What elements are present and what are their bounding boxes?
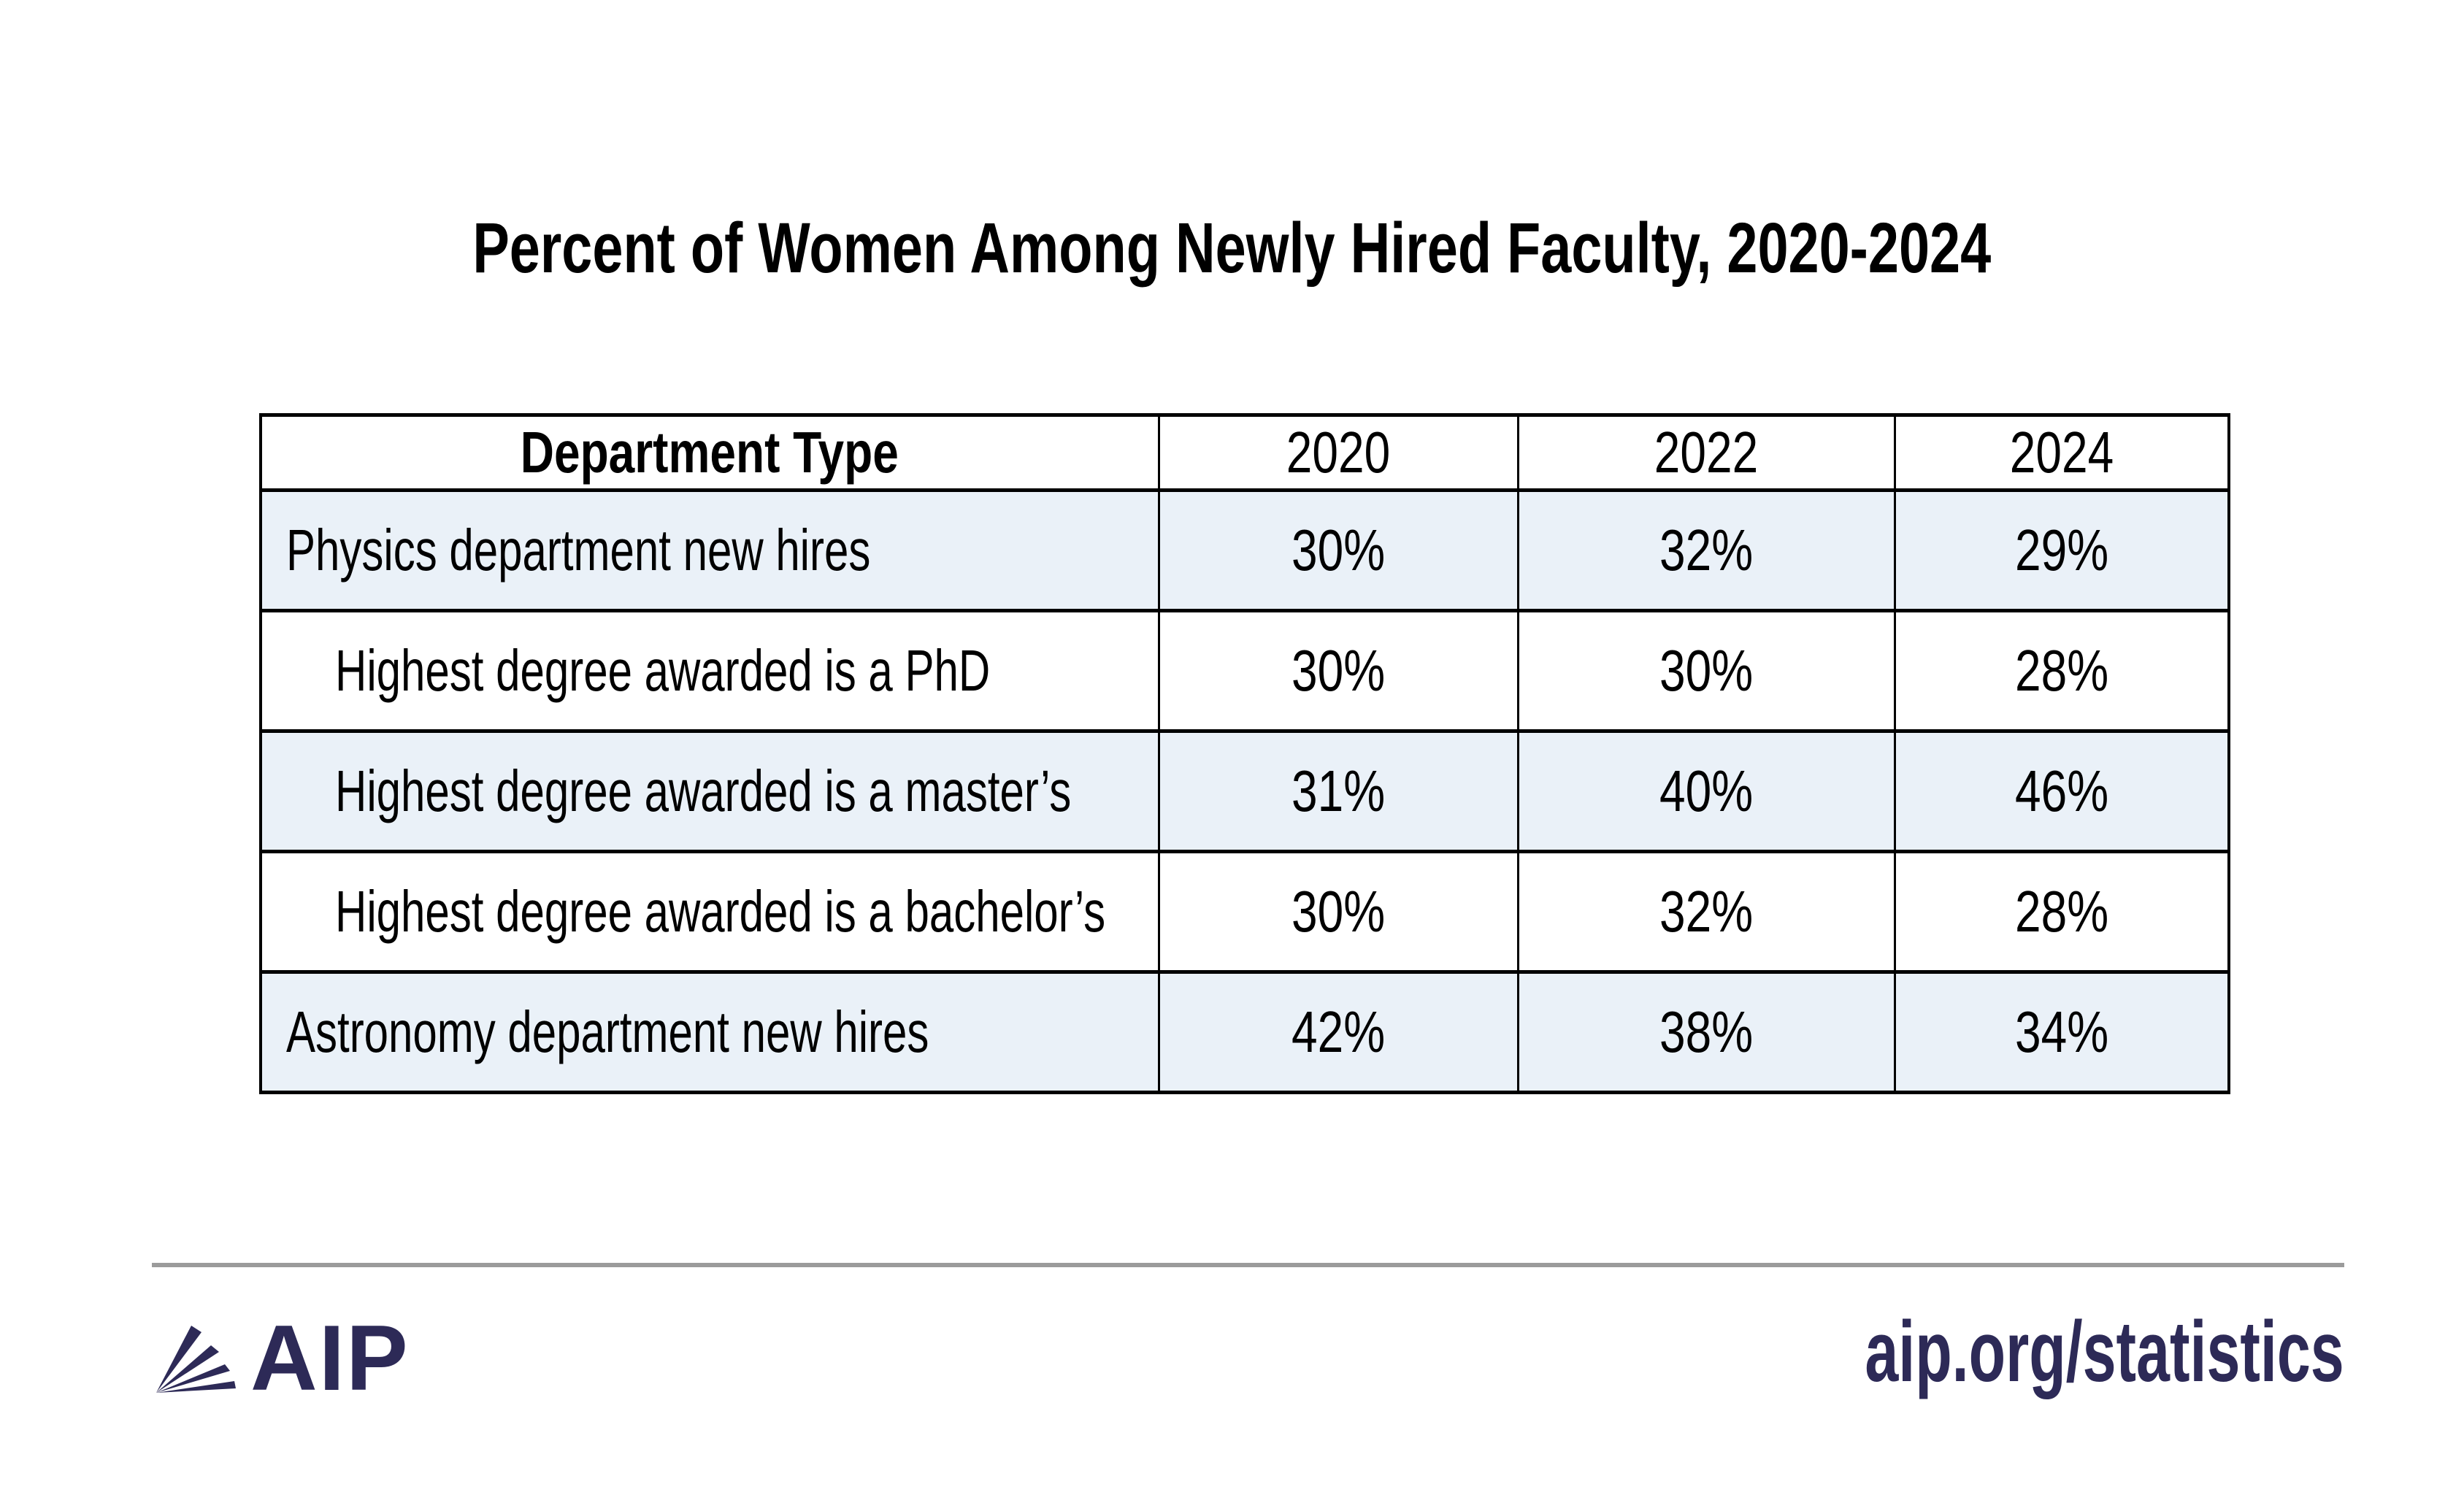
value-text: 46% [2014,758,2108,823]
value-text: 32% [1659,879,1754,944]
faculty-table: Department Type 2020 2022 2024 Physics d… [259,413,2230,1094]
page-title-text: Percent of Women Among Newly Hired Facul… [472,208,1992,288]
aip-fan-icon [156,1326,236,1393]
table-row: Highest degree awarded is a bachelor’s 30… [259,850,2230,974]
table-row: Highest degree awarded is a PhD 30% 30% 28% [259,609,2230,733]
value-cell: 30% [1157,609,1519,733]
column-header-2022: 2022 [1516,413,1896,492]
footer-divider [152,1263,2344,1267]
value-cell: 38% [1516,970,1896,1094]
value-cell: 34% [1893,970,2230,1094]
column-header-2020: 2020 [1157,413,1519,492]
value-cell: 32% [1516,488,1896,612]
row-label-text: Astronomy department new hires [286,999,929,1064]
value-text: 30% [1291,518,1386,583]
row-label: Highest degree awarded is a PhD [259,609,1160,733]
value-text: 28% [2014,638,2108,703]
value-text: 30% [1659,638,1754,703]
footer-url: aip.org/statistics [1659,1304,2344,1400]
value-text: 30% [1291,638,1386,703]
row-label-text: Highest degree awarded is a bachelor’s [335,879,1106,944]
row-label-text: Highest degree awarded is a master’s [335,758,1072,823]
page-title: Percent of Women Among Newly Hired Facul… [0,212,2464,285]
row-label: Astronomy department new hires [259,970,1160,1094]
value-cell: 30% [1157,850,1519,974]
row-label: Highest degree awarded is a bachelor’s [259,850,1160,974]
value-cell: 30% [1157,488,1519,612]
table-row: Physics department new hires 30% 32% 29% [259,488,2230,612]
value-text: 38% [1659,999,1754,1064]
value-text: 40% [1659,758,1754,823]
footer-url-text: aip.org/statistics [1865,1304,2344,1400]
row-label: Highest degree awarded is a master’s [259,729,1160,853]
value-cell: 29% [1893,488,2230,612]
value-text: 32% [1659,518,1754,583]
value-text: 42% [1291,999,1386,1064]
value-cell: 31% [1157,729,1519,853]
value-cell: 40% [1516,729,1896,853]
table-row: Astronomy department new hires 42% 38% 34% [259,970,2230,1094]
row-label-text: Highest degree awarded is a PhD [335,638,991,703]
table-row: Highest degree awarded is a master’s 31% 4… [259,729,2230,853]
value-cell: 30% [1516,609,1896,733]
value-cell: 42% [1157,970,1519,1094]
row-label: Physics department new hires [259,488,1160,612]
value-cell: 28% [1893,850,2230,974]
value-cell: 32% [1516,850,1896,974]
value-cell: 28% [1893,609,2230,733]
aip-logo: AIP [155,1306,410,1410]
value-text: 29% [2014,518,2108,583]
aip-logo-text: AIP [250,1306,410,1410]
column-header-2024: 2024 [1893,413,2230,492]
value-cell: 46% [1893,729,2230,853]
value-text: 30% [1291,879,1386,944]
column-header-department-type: Department Type [259,413,1160,492]
value-text: 28% [2014,879,2108,944]
value-text: 31% [1291,758,1386,823]
row-label-text: Physics department new hires [286,518,871,583]
value-text: 34% [2014,999,2108,1064]
table-header-row: Department Type 2020 2022 2024 [259,413,2230,492]
